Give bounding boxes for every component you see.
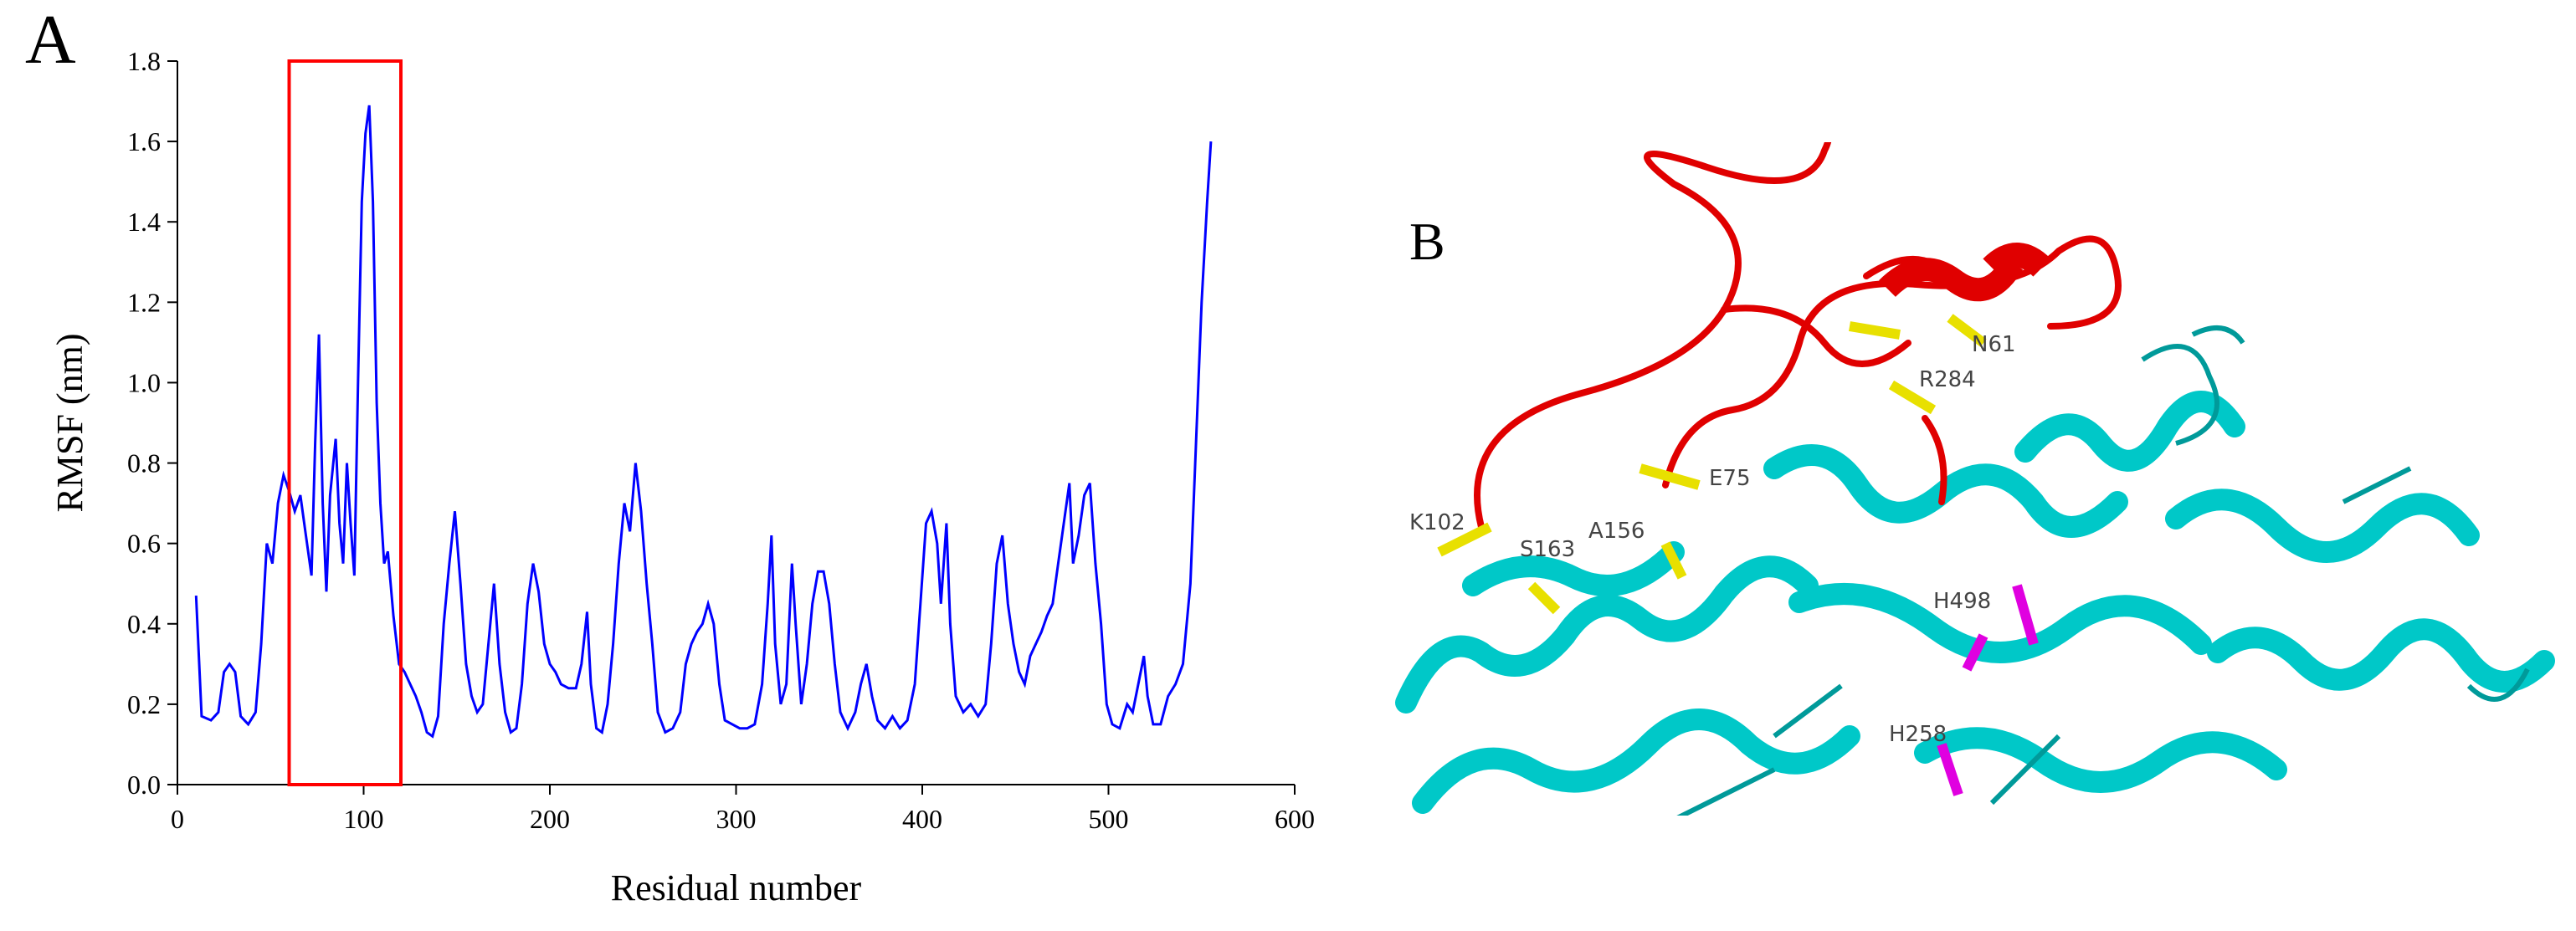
- residue-label: E75: [1709, 466, 1751, 491]
- x-tick-label: 200: [530, 804, 570, 834]
- x-tick-label: 500: [1089, 804, 1129, 834]
- residue-label: S163: [1520, 537, 1575, 562]
- residue-label: H258: [1889, 722, 1947, 747]
- x-tick-label: 300: [716, 804, 757, 834]
- chart: 0.0 0.2 0.4 0.6 0.8 1.0 1.2 1.4 1.6 1.8 0 100 200 300…: [49, 46, 1315, 908]
- y-tick-label: 0.6: [127, 529, 161, 559]
- y-tick-label: 0.2: [127, 689, 161, 719]
- residue-label: R284: [1919, 367, 1976, 392]
- structure-image: B N61 R284 E75 K102 S163 A156 H498 H258: [1395, 142, 2555, 816]
- panel-label: A: [25, 1, 76, 79]
- x-tick-label: 100: [344, 804, 384, 834]
- y-tick-label: 0.0: [127, 770, 161, 800]
- y-axis-title: RMSF (nm): [49, 334, 90, 513]
- x-tick-label: 400: [902, 804, 942, 834]
- highlight-box: [287, 59, 403, 786]
- y-tick-label: 0.8: [127, 448, 161, 478]
- y-tick-label: 0.4: [127, 609, 161, 639]
- y-tick-label: 1.2: [127, 287, 161, 317]
- data-line: [194, 105, 1213, 739]
- protein-cartoon: [1395, 142, 2555, 816]
- panel-label: B: [1409, 212, 1445, 271]
- y-tick-label: 1.4: [127, 207, 161, 237]
- y-tick-label: 1.8: [127, 46, 161, 76]
- x-axis-title: Residual number: [611, 867, 862, 908]
- residue-label: H498: [1933, 589, 1991, 614]
- residue-label: N61: [1972, 332, 2016, 357]
- y-tick-label: 1.0: [127, 367, 161, 397]
- x-tick-label: 600: [1275, 804, 1315, 834]
- residue-label: K102: [1409, 510, 1465, 535]
- residue-label: A156: [1588, 519, 1645, 544]
- y-tick-label: 1.6: [127, 126, 161, 156]
- x-tick-label: 0: [171, 804, 184, 834]
